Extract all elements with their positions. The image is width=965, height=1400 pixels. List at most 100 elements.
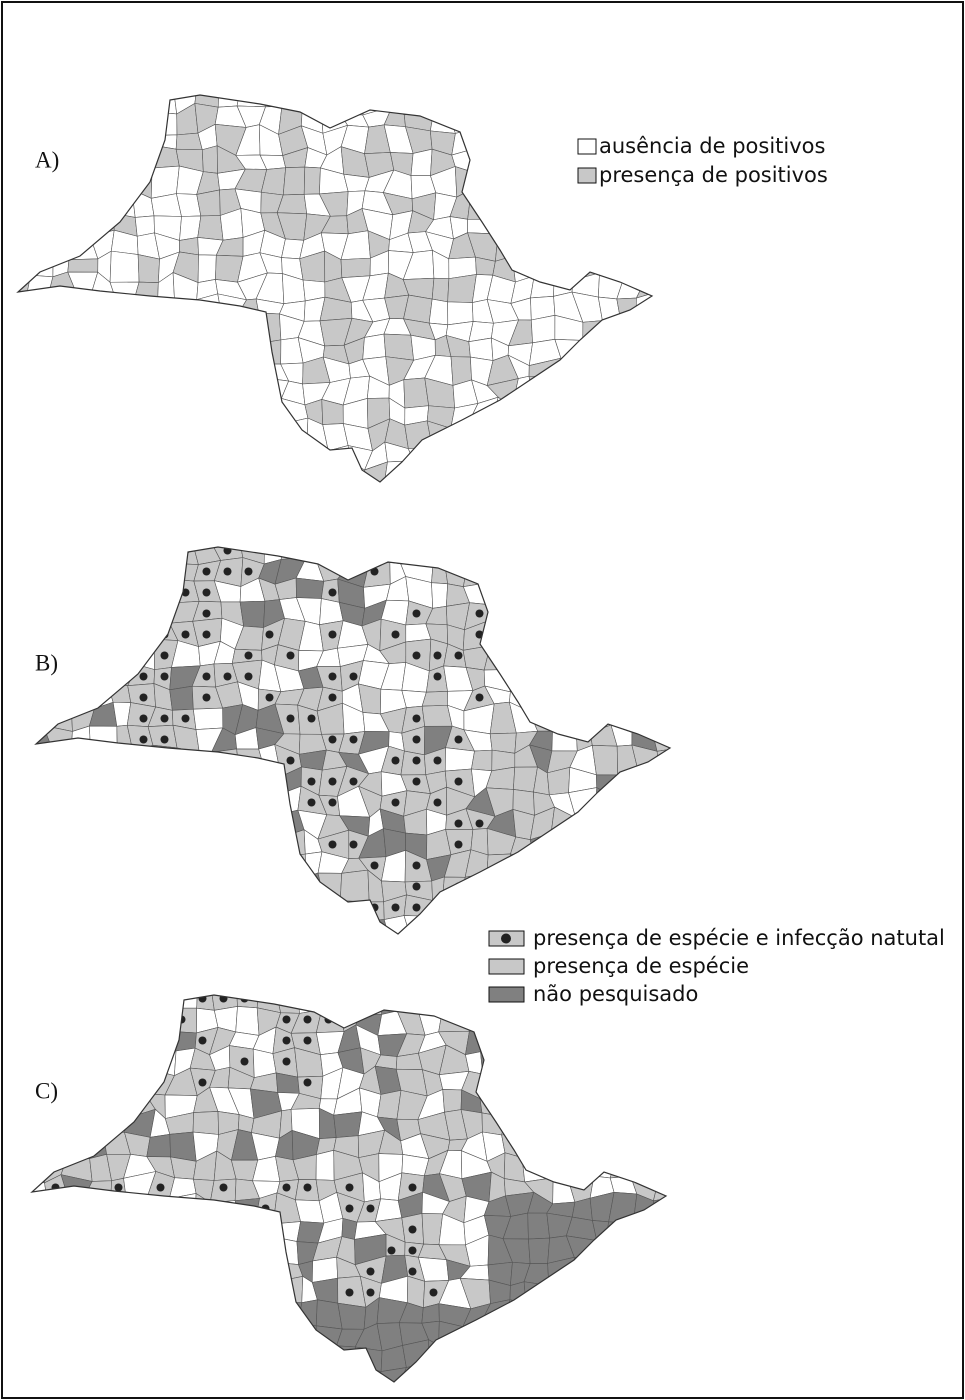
municipality — [640, 401, 664, 420]
municipality — [105, 983, 135, 1012]
infection-dot — [304, 1079, 312, 1087]
infection-dot — [308, 778, 316, 786]
municipality — [628, 1323, 656, 1347]
municipality — [65, 684, 96, 709]
municipality — [653, 647, 678, 668]
municipality — [43, 703, 72, 732]
infection-dot — [409, 1184, 417, 1192]
municipality — [535, 483, 561, 508]
municipality — [130, 1340, 152, 1368]
municipality — [468, 189, 498, 219]
municipality — [22, 1240, 48, 1265]
municipality — [611, 774, 641, 796]
municipality — [641, 463, 667, 491]
municipality — [175, 402, 205, 421]
municipality — [648, 1281, 677, 1304]
municipality — [91, 623, 114, 645]
municipality — [274, 900, 305, 915]
municipality — [232, 913, 261, 939]
infection-dot — [329, 778, 337, 786]
municipality — [107, 601, 138, 629]
municipality — [295, 1341, 316, 1363]
municipality — [173, 893, 201, 924]
municipality — [470, 487, 493, 508]
municipality — [658, 855, 683, 879]
municipality — [538, 234, 555, 257]
municipality — [233, 1323, 257, 1345]
municipality — [202, 376, 217, 402]
municipality — [211, 1240, 235, 1262]
municipality — [292, 1363, 315, 1388]
infection-dot — [35, 547, 43, 555]
municipality — [255, 1321, 280, 1344]
municipality — [40, 1214, 66, 1243]
municipality — [658, 407, 687, 424]
municipality — [492, 169, 511, 192]
municipality — [568, 815, 599, 839]
infection-dot — [245, 652, 253, 660]
infection-dot — [203, 799, 211, 807]
municipality — [339, 933, 370, 965]
municipality — [323, 924, 341, 940]
infection-dot — [119, 757, 127, 765]
municipality — [489, 579, 516, 605]
municipality — [7, 398, 33, 430]
municipality — [548, 620, 579, 650]
municipality — [131, 301, 158, 318]
municipality — [39, 1029, 62, 1056]
municipality — [526, 1299, 551, 1328]
municipality — [572, 105, 602, 130]
municipality — [54, 323, 78, 346]
municipality — [40, 1303, 63, 1322]
municipality — [401, 537, 433, 566]
municipality — [655, 293, 677, 323]
municipality — [493, 104, 513, 126]
municipality — [217, 487, 246, 513]
municipality — [5, 151, 31, 172]
municipality — [24, 816, 50, 835]
municipality — [591, 1003, 618, 1035]
municipality — [110, 342, 136, 366]
municipality — [236, 1344, 255, 1360]
municipality — [513, 602, 535, 629]
municipality — [234, 1282, 258, 1308]
municipality — [298, 938, 324, 958]
infection-dot — [262, 1226, 270, 1234]
municipality — [197, 398, 218, 425]
municipality — [369, 937, 389, 965]
municipality — [45, 581, 72, 609]
infection-dot — [409, 1268, 417, 1276]
municipality — [21, 1113, 49, 1140]
municipality — [129, 983, 153, 1011]
municipality — [87, 1350, 113, 1363]
municipality — [212, 839, 234, 857]
municipality — [444, 540, 471, 560]
municipality — [110, 282, 139, 300]
infection-dot — [455, 736, 463, 744]
municipality — [670, 1132, 701, 1162]
municipality — [328, 488, 348, 510]
municipality — [26, 103, 50, 134]
municipality — [258, 340, 281, 364]
municipality — [219, 913, 235, 936]
municipality — [24, 768, 51, 796]
infection-dot — [220, 1247, 228, 1255]
municipality — [30, 209, 56, 241]
municipality — [93, 851, 111, 881]
infection-dot — [56, 799, 64, 807]
infection-dot — [283, 1289, 291, 1297]
municipality — [595, 231, 617, 261]
municipality — [109, 557, 138, 576]
municipality — [62, 1006, 89, 1029]
municipality — [110, 315, 136, 344]
municipality — [66, 942, 95, 957]
municipality — [663, 103, 684, 129]
municipality — [550, 853, 578, 879]
municipality — [153, 745, 177, 776]
municipality — [187, 1347, 217, 1367]
municipality — [47, 442, 73, 468]
municipality — [581, 489, 603, 505]
municipality — [404, 916, 431, 939]
infection-dot — [35, 631, 43, 639]
municipality — [55, 402, 72, 426]
